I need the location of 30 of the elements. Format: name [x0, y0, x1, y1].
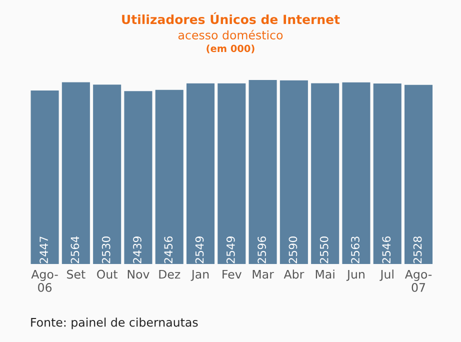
data-label: 2530 — [102, 236, 110, 264]
x-tick-label: Jun — [346, 270, 364, 281]
x-tick-label: Nov — [128, 270, 150, 279]
x-tick-label: Ago- 07 — [404, 270, 432, 292]
data-label: 2550 — [320, 236, 328, 264]
x-tick-label: Fev — [222, 270, 242, 279]
data-label: 2439 — [133, 236, 142, 264]
text: (em 000) — [206, 44, 254, 54]
x-tick-label: Mar — [252, 270, 274, 279]
x-tick-label: Jan — [190, 270, 209, 281]
data-label: 2549 — [195, 236, 204, 264]
source-note: Fonte: painel de cibernautas — [31, 318, 198, 330]
x-tick-label: Abr — [284, 270, 304, 279]
x-tick-label: Ago- 06 — [31, 270, 58, 292]
x-tick-label: Dez — [159, 270, 180, 279]
data-label: 2590 — [288, 236, 298, 264]
x-tick-label: Set — [67, 270, 86, 279]
data-label: 2528 — [413, 236, 422, 264]
data-label: 2546 — [382, 236, 391, 264]
chart-subtitle: acesso doméstico — [178, 30, 283, 40]
x-tick-label: Mai — [316, 270, 334, 279]
data-label: 2549 — [226, 236, 235, 264]
x-tick-label: Out — [97, 270, 118, 279]
data-label: 2456 — [164, 236, 173, 264]
chart-title: Utilizadores Únicos de Internet — [122, 12, 340, 24]
x-tick-label: Jul — [380, 270, 394, 281]
data-label: 2447 — [40, 236, 48, 264]
data-label: 2564 — [70, 236, 80, 264]
data-label: 2596 — [258, 236, 266, 264]
data-label: 2563 — [351, 236, 360, 264]
